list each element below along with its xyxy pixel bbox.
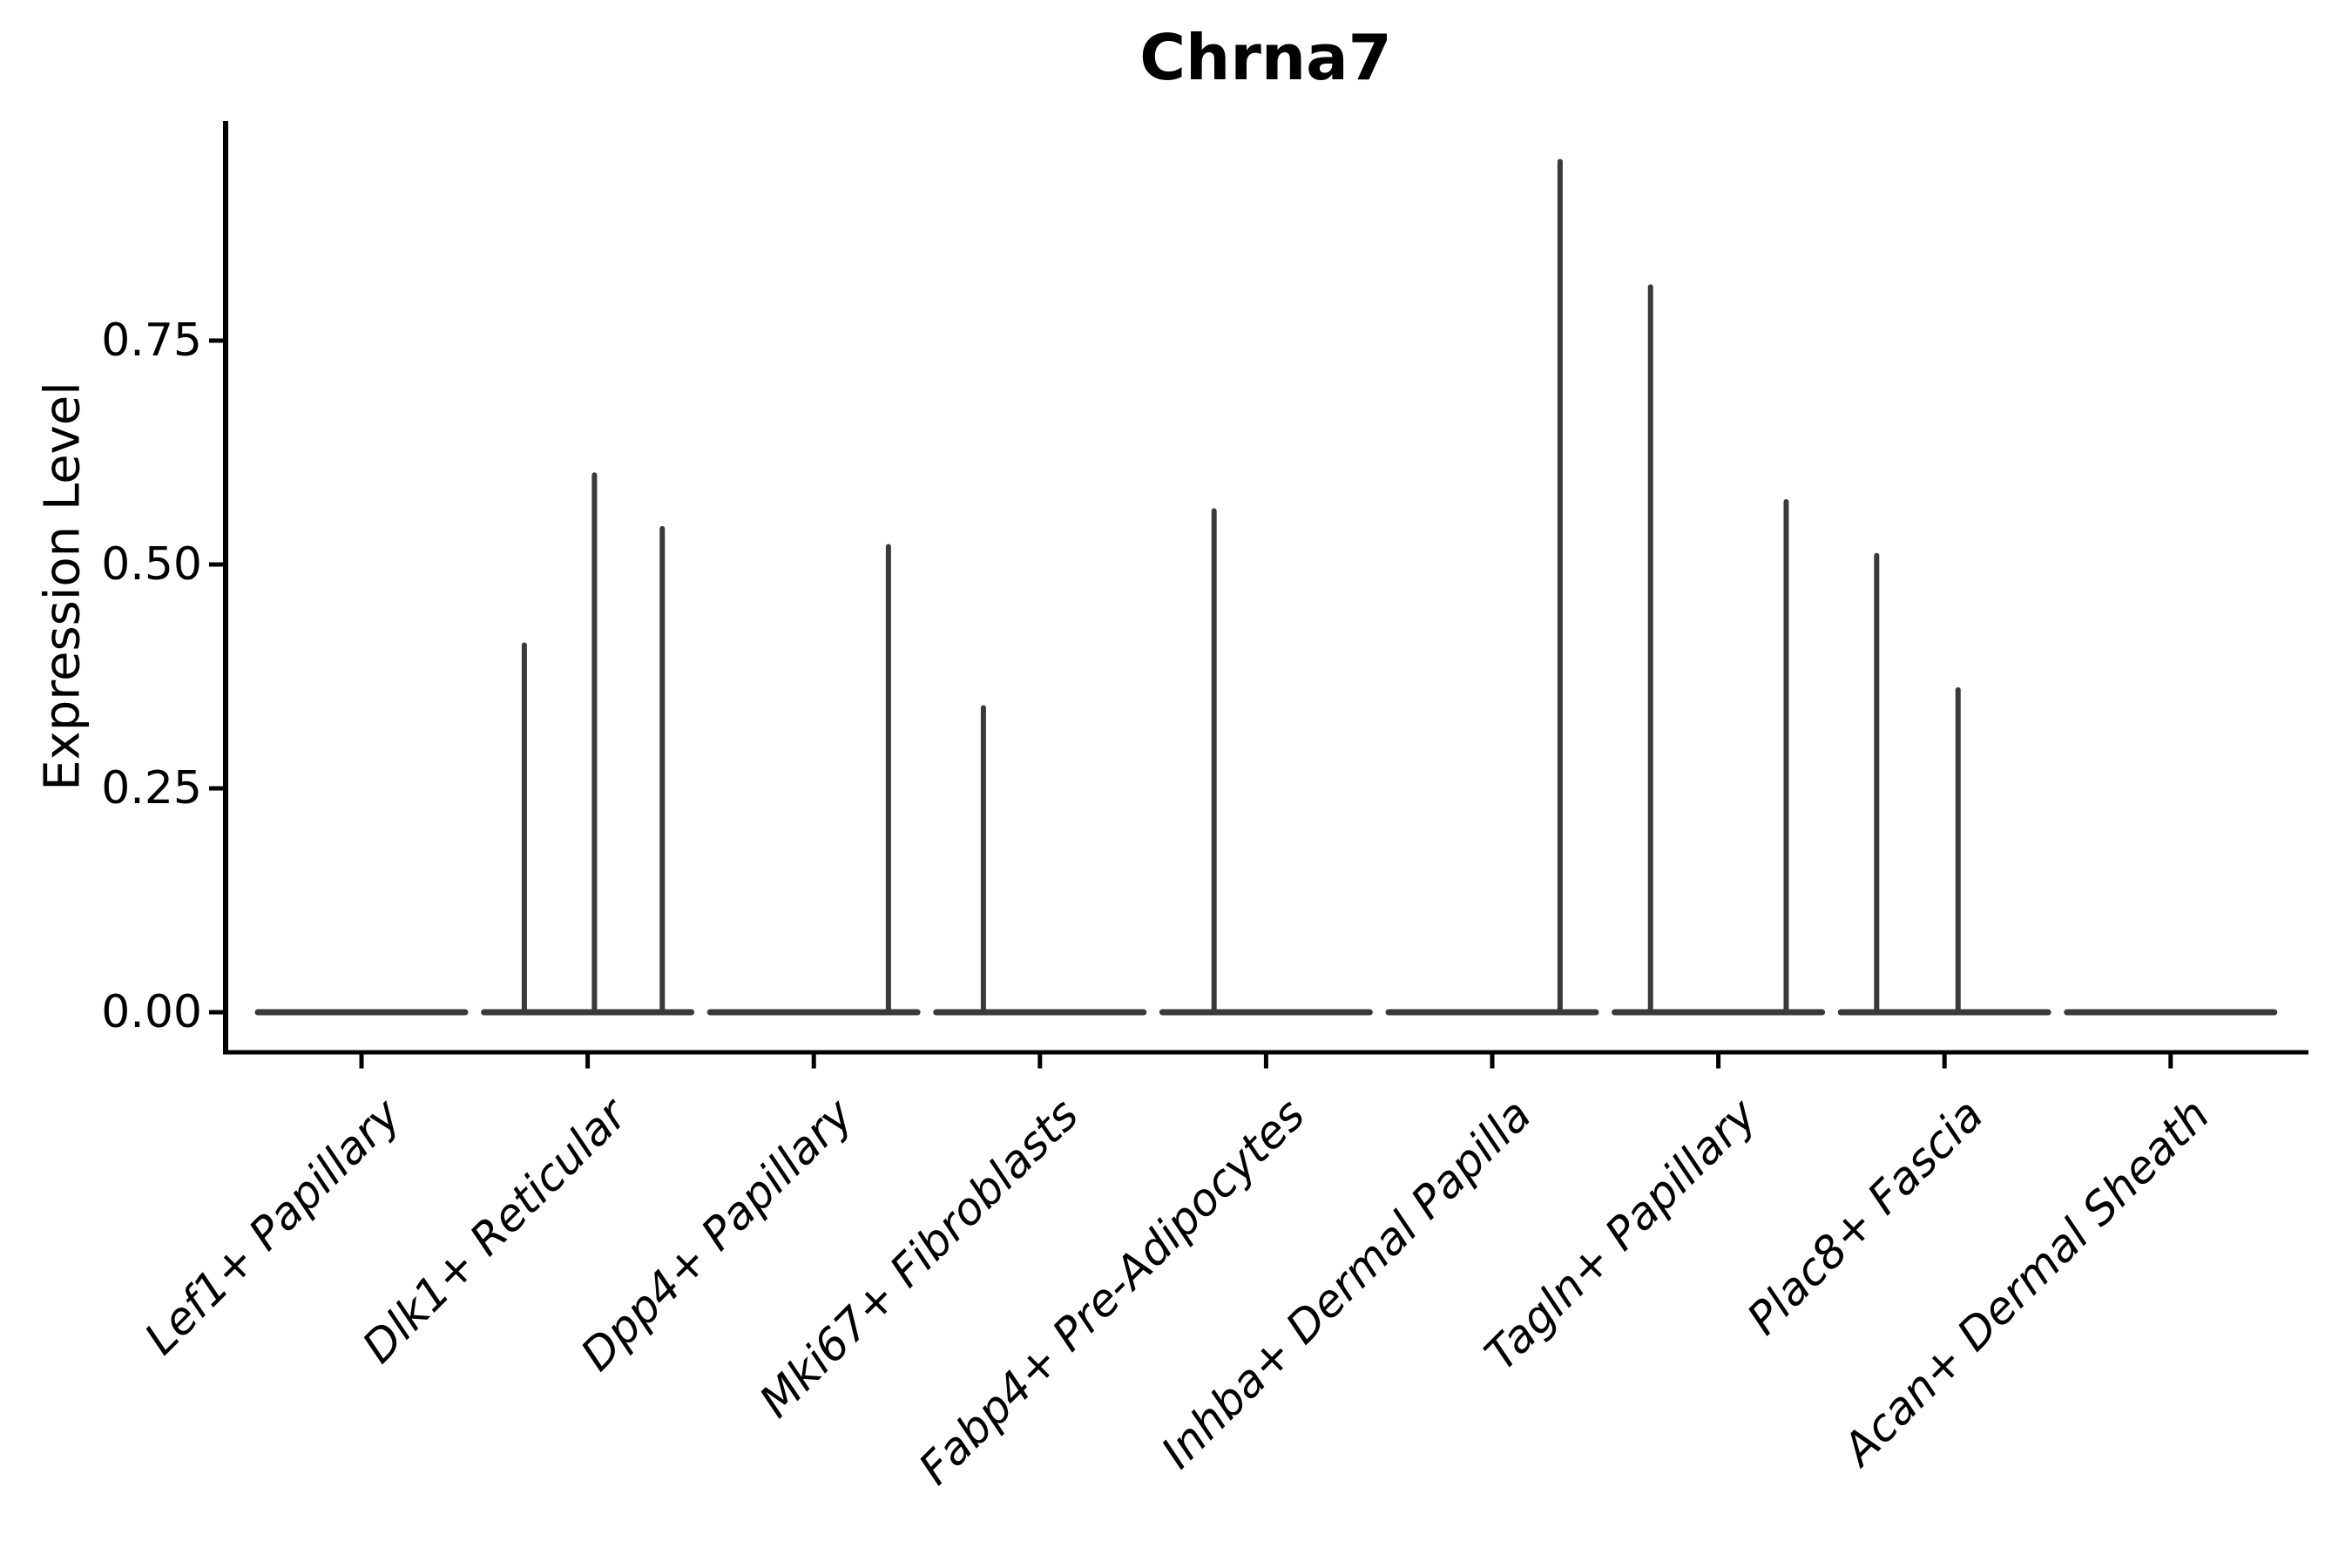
violin-plac8-fascia (1837, 552, 2051, 1016)
y-tick-label: 0.50 (101, 538, 202, 591)
violin-dlk1-reticular (481, 472, 695, 1016)
y-tick-label: 0.25 (101, 762, 202, 814)
violin-mki67-fibroblasts (933, 705, 1147, 1016)
violin-dpp4-papillary (706, 544, 921, 1016)
violin-tagln-papillary (1612, 284, 1826, 1016)
violin-fabp4-pre-adipocytes (1159, 508, 1373, 1016)
y-tick-label: 0.00 (101, 986, 202, 1038)
chart-title: Chrna7 (1139, 21, 1392, 94)
y-tick-label: 0.75 (101, 314, 202, 367)
violin-inhba-dermal-papilla (1385, 159, 1599, 1016)
